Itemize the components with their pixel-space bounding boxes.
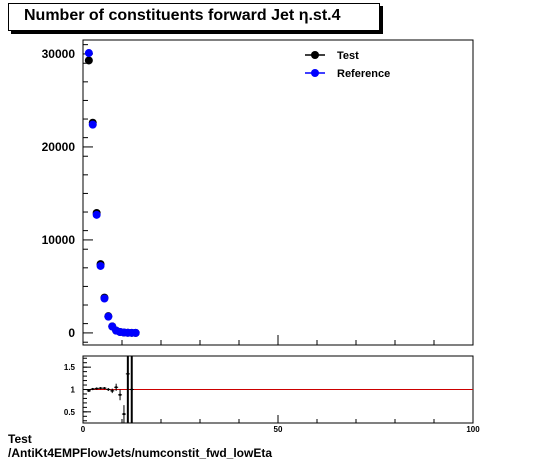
- main-frame: [82, 39, 474, 346]
- ratio-x-tick-label: 50: [274, 425, 283, 434]
- title-box: Number of constituents forward Jet η.st.…: [8, 3, 380, 31]
- y-tick-label: 20000: [42, 140, 76, 154]
- ratio-x-tick-label: 0: [81, 425, 86, 434]
- ratio-point: [126, 372, 130, 376]
- y-tick-label: 0: [68, 326, 75, 340]
- ratio-point: [130, 388, 133, 391]
- legend-marker: [311, 51, 319, 59]
- ratio-point: [114, 386, 118, 389]
- reference-point: [92, 210, 101, 219]
- ratio-y-tick-label: 1.5: [64, 363, 76, 372]
- ratio-point: [91, 387, 94, 391]
- y-tick-label: 10000: [42, 233, 76, 247]
- ratio-point: [111, 389, 114, 393]
- footer-line-1: Test: [8, 432, 32, 446]
- reference-point: [96, 261, 105, 270]
- reference-point: [104, 312, 113, 321]
- y-tick-label: 30000: [42, 47, 76, 61]
- reference-point: [100, 294, 109, 303]
- ratio-point: [118, 393, 122, 397]
- ratio-y-tick-label: 0.5: [64, 408, 76, 417]
- ratio-point: [99, 386, 102, 390]
- ratio-x-tick-label: 100: [466, 425, 480, 434]
- chart-title: Number of constituents forward Jet η.st.…: [24, 7, 341, 24]
- legend: Test Reference: [305, 50, 390, 80]
- ratio-y-tick-label: 1: [71, 386, 76, 395]
- legend-label: Test: [337, 50, 359, 62]
- test-point: [84, 56, 93, 65]
- main-panel: 0 10000 20000 30000: [42, 39, 474, 346]
- legend-label: Reference: [337, 68, 390, 80]
- reference-point: [85, 49, 93, 57]
- reference-point: [131, 328, 140, 337]
- ratio-point: [95, 387, 98, 390]
- ratio-point: [103, 386, 106, 390]
- reference-point: [89, 121, 97, 129]
- ratio-panel: 0.5 1 1.5 0 50 100: [64, 355, 480, 434]
- ratio-point: [87, 389, 91, 393]
- legend-marker: [311, 69, 319, 77]
- ratio-point: [122, 412, 126, 416]
- ratio-point: [107, 388, 110, 391]
- footer-line-2: /AntiKt4EMPFlowJets/numconstit_fwd_lowEt…: [8, 446, 273, 460]
